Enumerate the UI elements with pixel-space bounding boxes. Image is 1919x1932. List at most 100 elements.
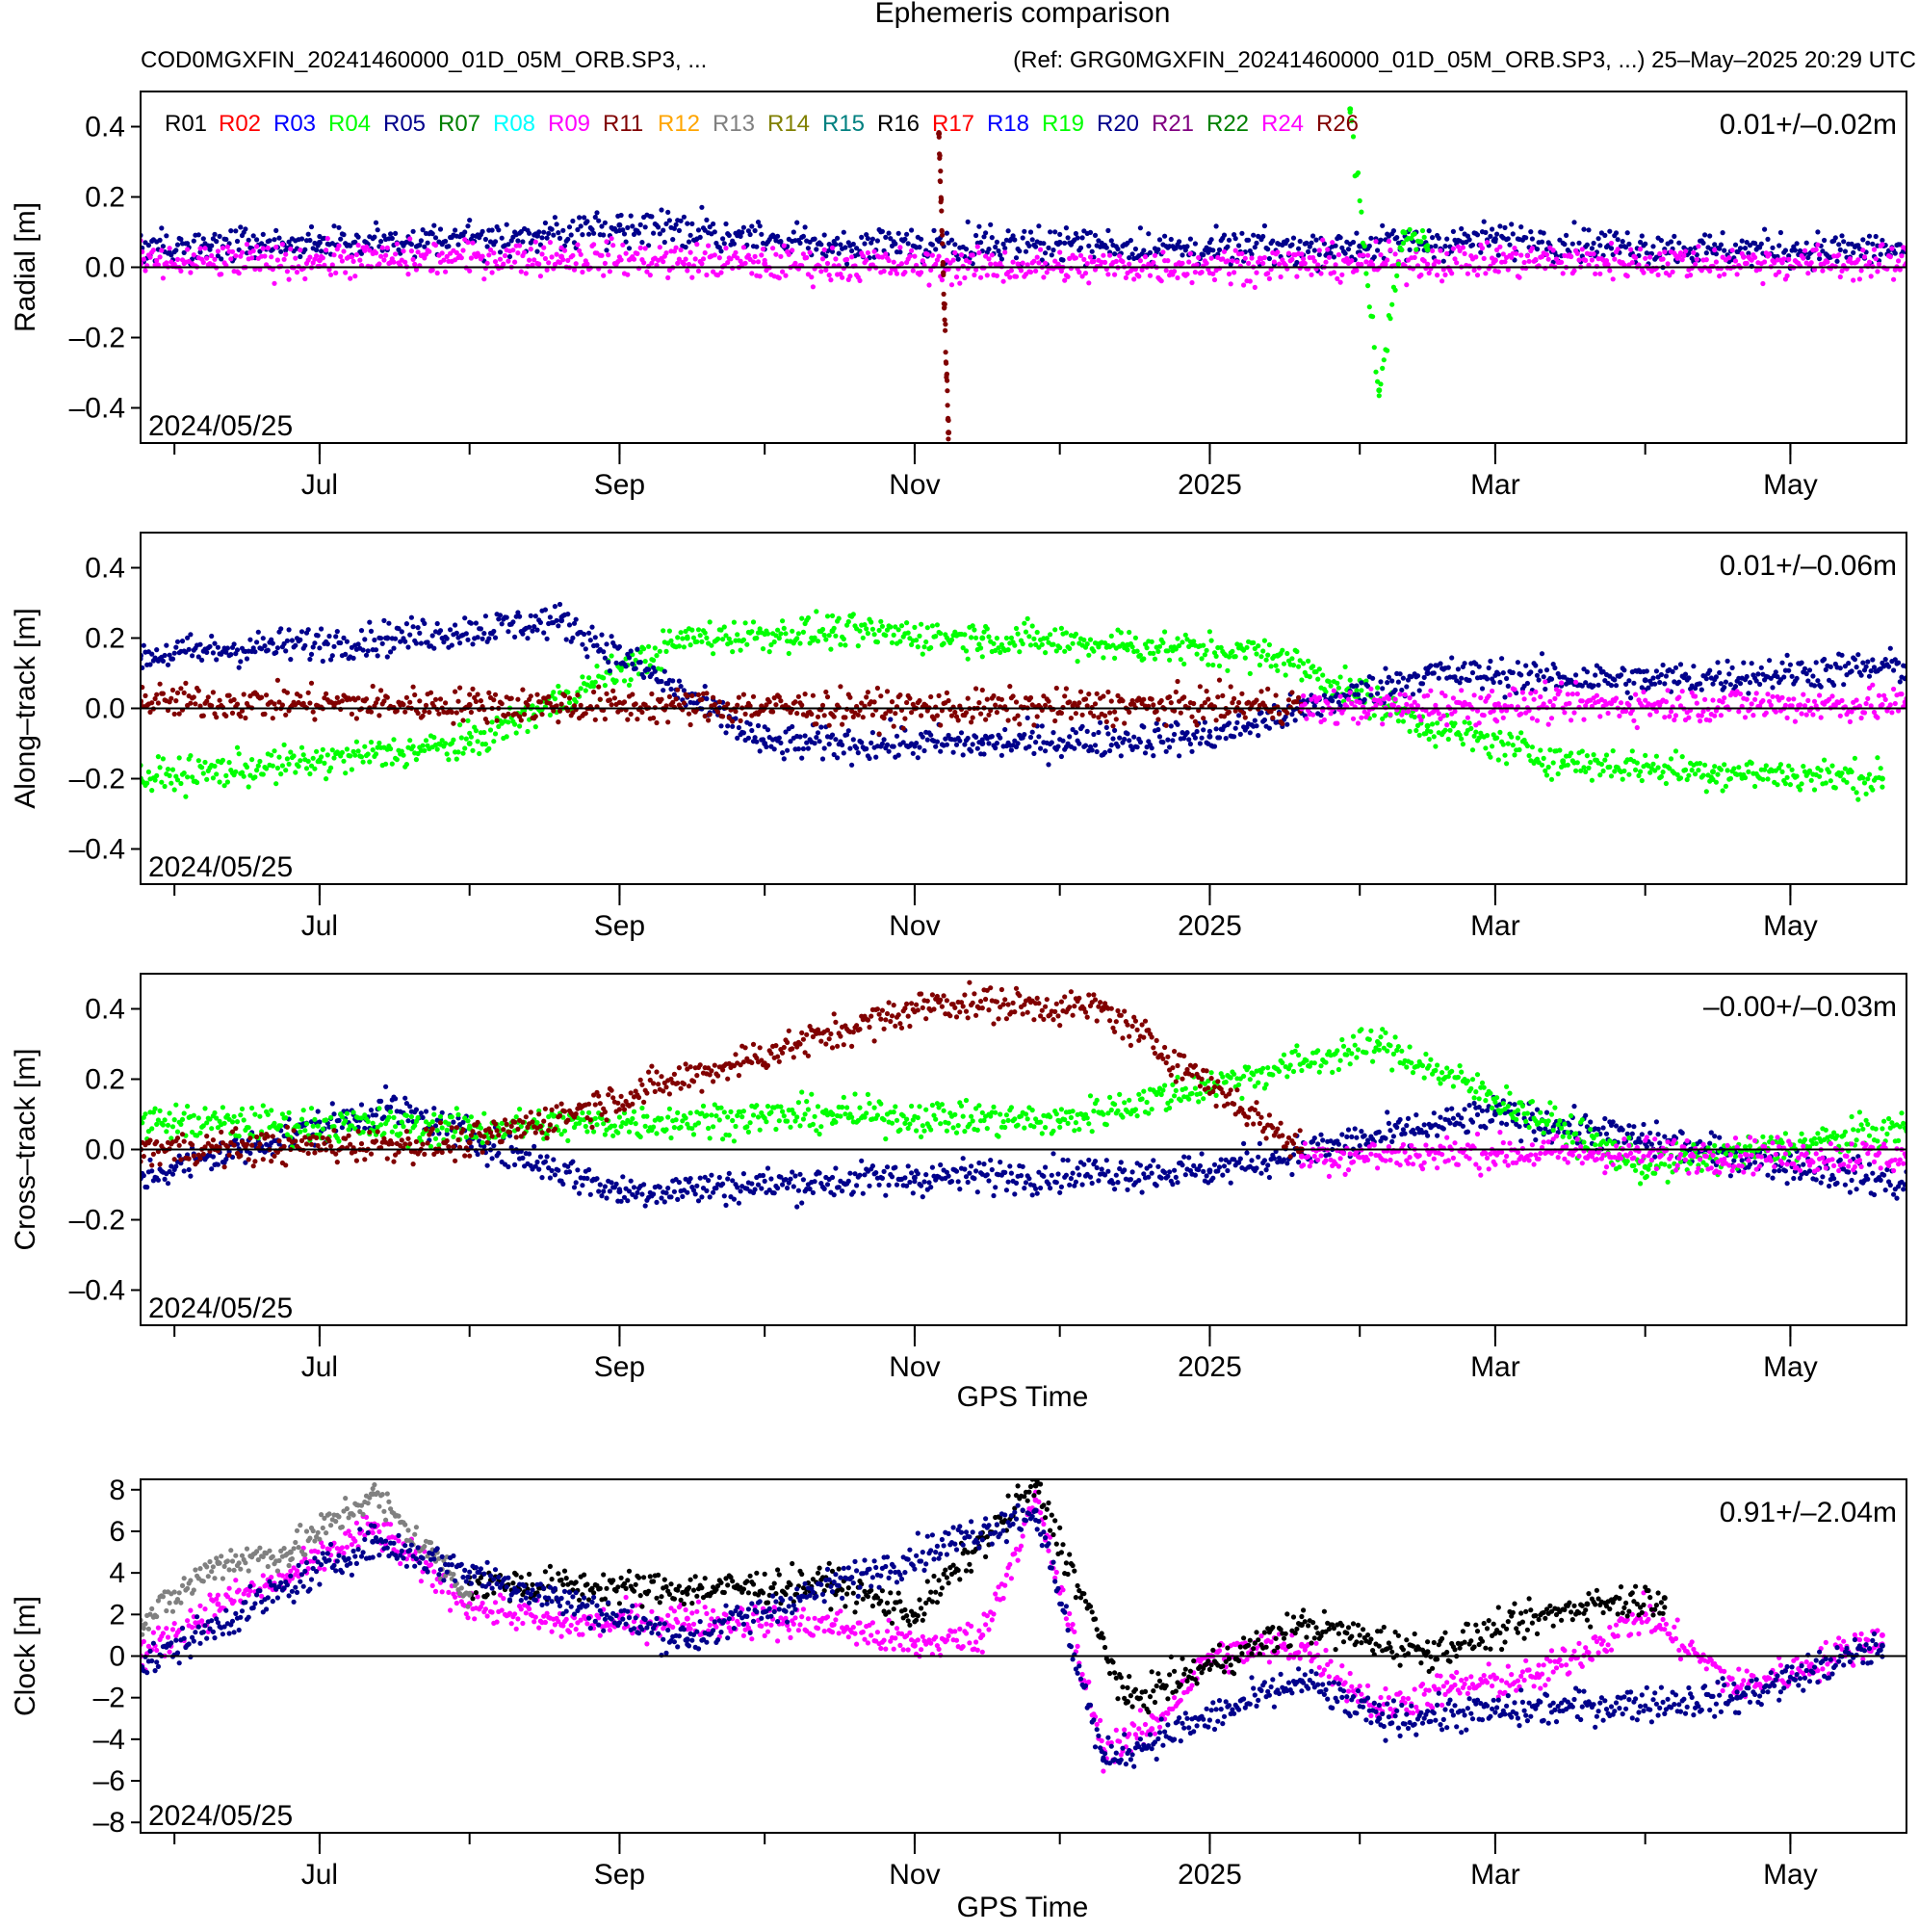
data-point <box>754 245 759 249</box>
data-point <box>1707 668 1712 673</box>
data-point <box>703 631 708 636</box>
data-point <box>411 257 416 262</box>
data-point <box>1408 227 1413 232</box>
data-point <box>538 699 543 704</box>
data-point <box>1612 677 1617 682</box>
data-point <box>1028 270 1033 274</box>
data-point <box>1031 751 1036 756</box>
data-point <box>367 620 372 625</box>
data-point <box>975 746 980 751</box>
data-point <box>902 237 907 242</box>
data-point <box>1458 680 1463 685</box>
data-point <box>459 735 464 740</box>
data-point <box>1659 774 1664 779</box>
data-point <box>864 626 869 631</box>
data-point <box>567 700 572 705</box>
data-point <box>149 788 154 793</box>
data-point <box>639 240 644 245</box>
data-point <box>899 623 904 628</box>
data-point <box>297 764 301 769</box>
data-point <box>851 737 856 742</box>
data-point <box>1728 682 1733 687</box>
data-point <box>1597 272 1602 276</box>
plot-area <box>138 106 1909 441</box>
data-point <box>262 643 267 648</box>
data-point <box>1619 672 1623 677</box>
data-point <box>262 712 267 717</box>
data-point <box>1721 788 1725 793</box>
data-point <box>481 276 486 281</box>
data-point <box>351 656 356 661</box>
data-point <box>142 257 146 262</box>
data-point <box>1442 728 1447 733</box>
data-point <box>582 632 586 637</box>
data-point <box>1691 664 1696 668</box>
data-point <box>1870 788 1875 793</box>
data-point <box>261 232 266 237</box>
data-point <box>739 718 743 723</box>
data-point <box>1048 229 1052 234</box>
data-point <box>667 629 672 634</box>
data-point <box>543 608 548 613</box>
data-point <box>290 638 295 642</box>
data-point <box>703 684 708 689</box>
data-point <box>1535 247 1540 251</box>
data-point <box>1638 770 1643 774</box>
data-point <box>722 624 727 629</box>
data-point <box>1804 241 1809 246</box>
data-point <box>269 753 273 758</box>
data-point <box>1559 260 1564 265</box>
data-point <box>791 229 796 234</box>
data-point <box>696 627 701 632</box>
data-point <box>1800 661 1804 666</box>
data-point <box>1470 670 1475 675</box>
data-point <box>1640 233 1645 238</box>
data-point <box>1413 255 1417 260</box>
data-point <box>249 757 254 762</box>
data-point <box>520 632 525 637</box>
data-point <box>596 219 601 223</box>
data-point <box>364 696 369 701</box>
data-point <box>1206 247 1212 252</box>
data-point <box>280 702 285 707</box>
data-point <box>842 230 846 235</box>
data-point <box>890 640 895 645</box>
data-point <box>485 720 490 725</box>
data-point <box>1104 725 1109 730</box>
data-point <box>680 636 685 640</box>
data-point <box>1509 222 1514 226</box>
data-point <box>1857 276 1862 281</box>
data-point <box>235 702 240 707</box>
data-point <box>163 653 168 658</box>
data-point <box>154 773 159 778</box>
data-point <box>630 692 635 696</box>
data-point <box>1188 237 1193 242</box>
data-point <box>1736 765 1741 770</box>
data-point <box>1160 249 1165 254</box>
data-point <box>1867 234 1872 239</box>
data-point <box>1267 256 1272 261</box>
data-point <box>1533 663 1538 667</box>
data-point <box>759 252 764 257</box>
data-point <box>1801 256 1805 261</box>
data-point <box>1776 243 1781 248</box>
data-point <box>677 228 682 233</box>
data-point <box>952 242 957 247</box>
data-point <box>476 692 480 696</box>
data-point <box>682 215 687 220</box>
data-point <box>1083 744 1088 748</box>
data-point <box>1074 231 1078 236</box>
data-point <box>1525 744 1530 748</box>
data-point <box>1260 261 1265 266</box>
data-point <box>849 248 854 253</box>
data-point <box>273 245 278 249</box>
data-point <box>312 717 317 721</box>
data-point <box>599 253 604 258</box>
data-point <box>1728 776 1733 781</box>
data-point <box>1157 644 1162 649</box>
data-point <box>1650 675 1655 680</box>
data-point <box>1790 674 1795 679</box>
data-point <box>1451 247 1456 251</box>
data-point <box>216 248 220 253</box>
